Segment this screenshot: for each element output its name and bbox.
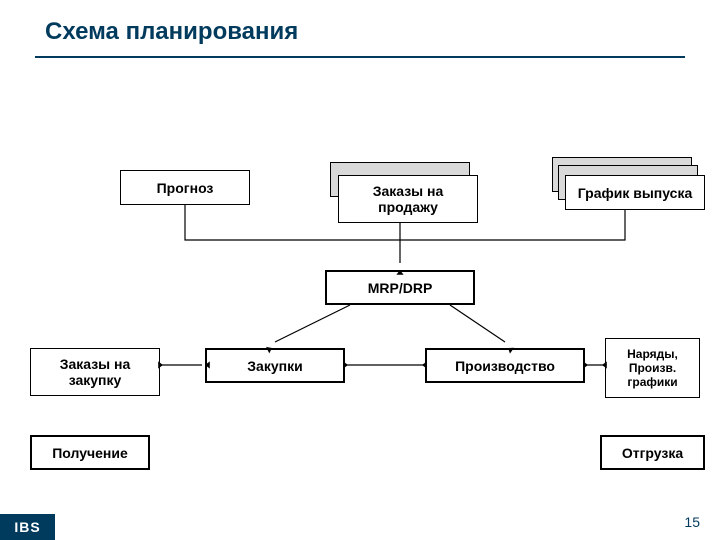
node-workord: Наряды, Произв. графики xyxy=(605,338,700,398)
title-underline xyxy=(35,56,685,58)
slide: Схема планирования ПрогнозЗаказы наЗаказ… xyxy=(0,0,720,540)
slide-title: Схема планирования xyxy=(45,18,298,46)
node-sched: График выпуска xyxy=(565,175,705,210)
node-mrp: MRP/DRP xyxy=(325,270,475,305)
node-orders: Заказы на продажу xyxy=(338,175,478,223)
node-purch: Закупки xyxy=(205,348,345,383)
node-prognoz: Прогноз xyxy=(120,170,250,205)
node-prod: Производство xyxy=(425,348,585,383)
node-po: Заказы на закупку xyxy=(30,348,160,396)
node-receive: Получение xyxy=(30,435,150,470)
logo: IBS xyxy=(0,514,55,540)
node-ship: Отгрузка xyxy=(600,435,705,470)
page-number: 15 xyxy=(684,514,700,530)
